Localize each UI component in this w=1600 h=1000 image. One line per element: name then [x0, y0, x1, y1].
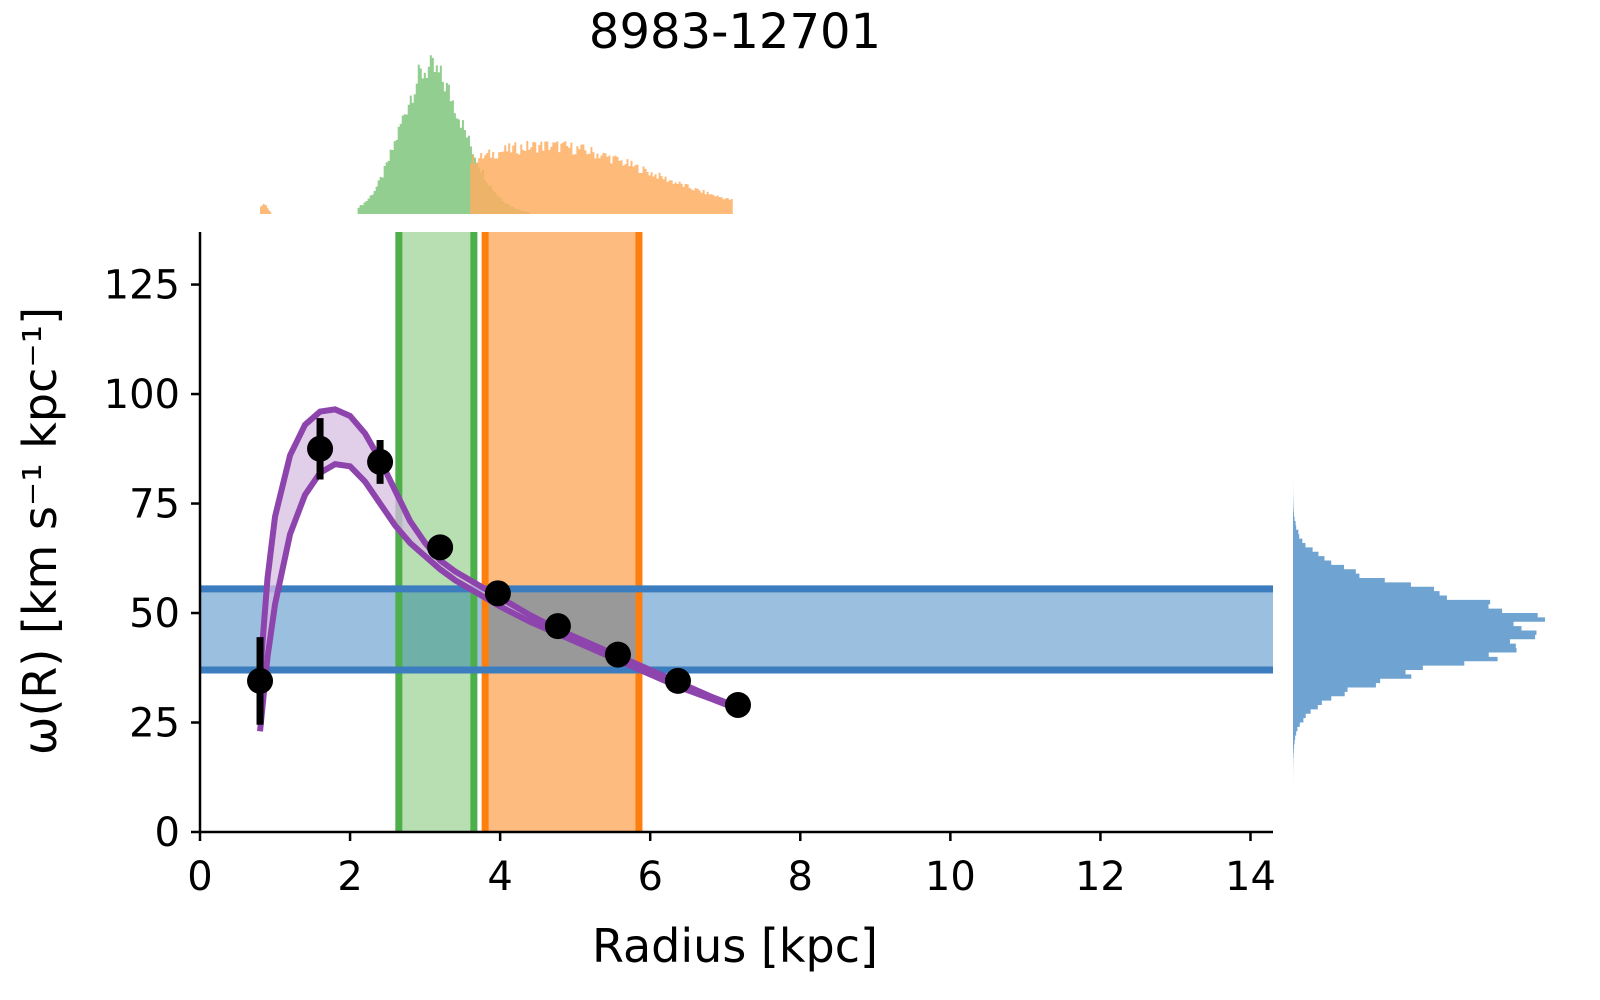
- horizontal-band-fill: [200, 588, 1273, 670]
- x-tick-label: 6: [637, 854, 662, 900]
- y-tick-label: 100: [104, 372, 180, 418]
- data-point: [307, 435, 334, 462]
- y-tick-label: 25: [129, 701, 180, 747]
- x-tick-label: 14: [1225, 854, 1276, 900]
- x-tick-label: 0: [187, 854, 212, 900]
- x-tick-label: 2: [337, 854, 362, 900]
- y-axis-label: ω(R) [km s⁻¹ kpc⁻¹]: [13, 307, 67, 755]
- data-point: [604, 641, 631, 668]
- y-tick-label: 50: [129, 591, 180, 637]
- data-point: [367, 448, 394, 475]
- top-histograms: [260, 55, 733, 214]
- y-tick-label: 0: [155, 810, 180, 856]
- shaded-bands: [200, 232, 1273, 832]
- x-tick-label: 4: [487, 854, 512, 900]
- axes: 0 2 4 6 8 10 12 14 0 25 50 75 100 125: [104, 232, 1276, 900]
- vertical-band-fill-1: [485, 232, 639, 832]
- data-point: [664, 667, 691, 694]
- band-overlap-0: [398, 588, 474, 670]
- data-point: [484, 580, 511, 607]
- right-histogram: [1293, 442, 1545, 815]
- data-point: [725, 691, 752, 718]
- x-tick-label: 12: [1075, 854, 1126, 900]
- y-tick-label: 75: [129, 482, 180, 528]
- top-histogram-0: [357, 55, 531, 214]
- chart-title: 8983-12701: [589, 4, 881, 60]
- data-point: [427, 534, 454, 561]
- top-histogram-1: [470, 140, 733, 214]
- data-points: [247, 418, 752, 725]
- right-histogram-bars: [1293, 442, 1545, 815]
- model-band-fill: [260, 409, 733, 732]
- data-point: [247, 667, 274, 694]
- x-axis-label: Radius [kpc]: [592, 919, 878, 973]
- x-tick-label: 10: [925, 854, 976, 900]
- x-tick-label: 8: [788, 854, 813, 900]
- top-histogram-2: [260, 203, 272, 214]
- data-point: [544, 613, 571, 640]
- y-tick-label: 125: [104, 263, 180, 309]
